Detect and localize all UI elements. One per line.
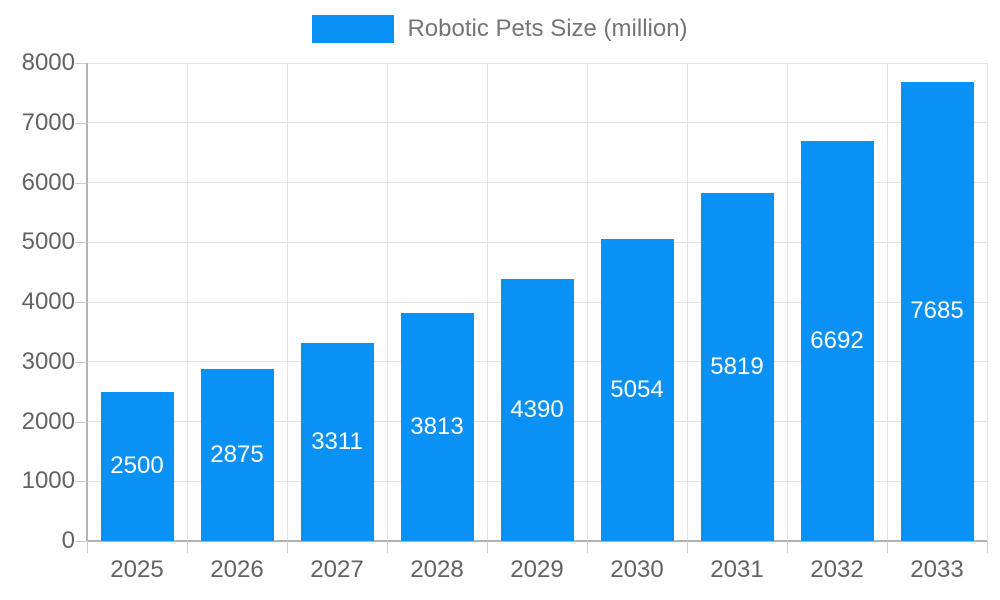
x-axis-tick-label: 2031 [710, 556, 764, 583]
x-axis-tick [187, 541, 188, 553]
x-axis-tick [887, 541, 888, 553]
y-axis-tick [75, 302, 87, 303]
chart-legend: Robotic Pets Size (million) [0, 15, 1000, 43]
bar-value-label: 7685 [910, 297, 964, 325]
bar-value-label: 5819 [710, 353, 764, 381]
bar-2025[interactable]: 2500 [100, 391, 174, 541]
y-axis-tick [75, 242, 87, 244]
x-axis-tick [87, 541, 88, 553]
x-axis-tick-label: 2029 [510, 556, 564, 583]
y-axis-tick [75, 63, 87, 64]
legend-label: Robotic Pets Size (million) [407, 15, 688, 42]
x-axis-tick [987, 541, 988, 553]
bar-2032[interactable]: 6692 [800, 141, 874, 541]
y-axis-tick [75, 182, 87, 184]
y-axis-tick [75, 421, 87, 423]
gridline-vertical [786, 63, 788, 541]
y-axis-tick [75, 481, 87, 483]
x-axis-tick [787, 541, 788, 553]
x-axis-tick [287, 541, 288, 553]
y-axis-tick-label: 5000 [21, 228, 75, 256]
gridline-vertical [586, 63, 588, 541]
bar-2026[interactable]: 2875 [200, 369, 274, 541]
y-axis-tick [75, 361, 87, 363]
plot-area: 2500 2875 3311 3813 4390 5054 5819 6692 7685 [86, 62, 988, 542]
y-axis-tick [75, 122, 87, 124]
y-axis-tick-label: 3000 [21, 347, 75, 375]
bar-2028[interactable]: 3813 [400, 313, 474, 541]
gridline-vertical [486, 63, 488, 541]
y-axis-tick-label: 8000 [21, 49, 75, 76]
bar-2029[interactable]: 4390 [500, 278, 574, 541]
x-axis-tick [687, 541, 688, 553]
y-axis-tick [75, 541, 87, 542]
gridline-horizontal [87, 182, 987, 183]
y-axis-tick-label: 1000 [21, 467, 75, 495]
bar-value-label: 2875 [210, 441, 264, 469]
bar-2027[interactable]: 3311 [300, 343, 374, 541]
y-axis-tick-label: 7000 [21, 108, 75, 136]
x-axis-line [87, 540, 987, 542]
bar-value-label: 4390 [510, 395, 564, 423]
gridline-horizontal [87, 122, 987, 124]
y-axis-tick-label: 6000 [21, 168, 75, 196]
x-axis-tick [387, 541, 388, 553]
gridline-horizontal [87, 241, 987, 243]
y-axis-tick-label: 4000 [21, 288, 75, 315]
gridline-horizontal [87, 62, 987, 64]
bar-2030[interactable]: 5054 [600, 239, 674, 541]
x-axis-tick-label: 2028 [410, 556, 464, 583]
gridline-vertical [286, 63, 288, 541]
gridline-vertical [686, 63, 688, 541]
y-axis-tick-label: 0 [61, 527, 75, 554]
gridline-vertical [386, 63, 388, 541]
x-axis-tick-label: 2032 [810, 556, 864, 583]
y-axis-tick-label: 2000 [21, 407, 75, 435]
bar-value-label: 3311 [311, 428, 363, 456]
x-axis-tick-label: 2027 [310, 556, 364, 583]
x-axis-tick-label: 2026 [210, 556, 264, 583]
bar-2033[interactable]: 7685 [900, 81, 974, 541]
gridline-vertical [186, 63, 188, 541]
x-axis-tick-label: 2025 [110, 556, 164, 583]
x-axis-tick-label: 2030 [610, 556, 664, 583]
x-axis-tick-label: 2033 [910, 556, 964, 583]
y-axis-line [86, 63, 88, 541]
x-axis-tick [487, 541, 488, 553]
bar-2031[interactable]: 5819 [700, 193, 774, 541]
bar-value-label: 5054 [610, 376, 664, 404]
x-axis-tick [587, 541, 588, 553]
bar-value-label: 6692 [810, 327, 864, 355]
gridline-vertical [986, 63, 988, 541]
bar-value-label: 3813 [410, 413, 464, 441]
gridline-vertical [886, 63, 888, 541]
bar-value-label: 2500 [110, 452, 164, 480]
legend-color-swatch [312, 15, 395, 43]
